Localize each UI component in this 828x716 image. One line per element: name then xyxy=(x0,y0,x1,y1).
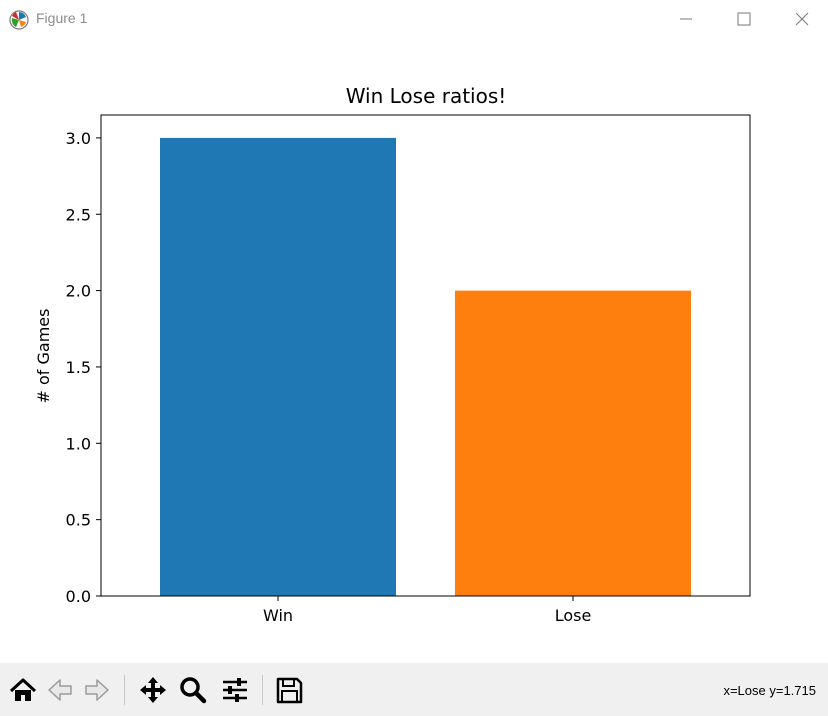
y-tick-label: 3.0 xyxy=(66,129,91,148)
close-icon[interactable] xyxy=(782,4,822,34)
bar-lose xyxy=(455,290,691,596)
y-ticks-group: 0.0 0.5 1.0 1.5 2.0 2.5 3.0 xyxy=(66,129,101,606)
back-icon[interactable] xyxy=(43,673,77,707)
bar-win xyxy=(160,137,396,596)
navigation-toolbar: x=Lose y=1.715 xyxy=(0,663,828,716)
forward-icon[interactable] xyxy=(80,673,114,707)
y-tick-label: 2.5 xyxy=(66,205,91,224)
bars-group xyxy=(160,137,691,596)
matplotlib-icon xyxy=(9,10,29,30)
x-ticks-group: Win Lose xyxy=(263,596,591,625)
toolbar-separator xyxy=(124,675,125,705)
minimize-icon[interactable] xyxy=(666,4,706,34)
window-title: Figure 1 xyxy=(36,10,88,26)
maximize-icon[interactable] xyxy=(724,4,764,34)
pan-icon[interactable] xyxy=(136,673,170,707)
x-tick-label: Lose xyxy=(555,606,592,625)
zoom-icon[interactable] xyxy=(176,673,210,707)
window-titlebar: Figure 1 xyxy=(0,0,828,38)
y-axis-label: # of Games xyxy=(34,309,53,404)
y-tick-label: 1.5 xyxy=(66,358,91,377)
save-icon[interactable] xyxy=(272,673,306,707)
y-tick-label: 2.0 xyxy=(66,282,91,301)
axes-frame xyxy=(100,114,751,597)
y-tick-label: 1.0 xyxy=(66,434,91,453)
configure-subplots-icon[interactable] xyxy=(218,673,252,707)
y-tick-label: 0.0 xyxy=(66,587,91,606)
home-icon[interactable] xyxy=(6,673,40,707)
x-tick-label: Win xyxy=(263,606,293,625)
chart-title: Win Lose ratios! xyxy=(346,84,507,108)
y-tick-label: 0.5 xyxy=(66,511,91,530)
cursor-coordinates: x=Lose y=1.715 xyxy=(723,683,816,698)
toolbar-separator xyxy=(262,675,263,705)
bar-chart: Win Lose ratios! # of Games 0.0 0.5 1.0 1.5… xyxy=(34,84,751,625)
